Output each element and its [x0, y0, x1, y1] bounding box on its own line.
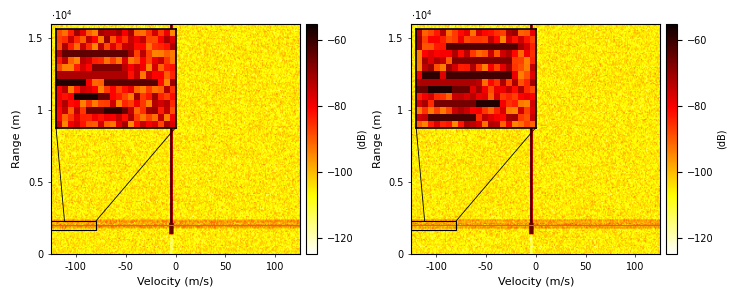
X-axis label: Velocity (m/s): Velocity (m/s) — [138, 277, 214, 287]
Bar — [51, 221, 96, 230]
Text: $\cdot10^4$: $\cdot10^4$ — [411, 8, 433, 22]
Y-axis label: Range (m): Range (m) — [12, 110, 23, 168]
Y-axis label: (dB): (dB) — [356, 129, 366, 149]
Y-axis label: (dB): (dB) — [717, 129, 726, 149]
Bar — [411, 221, 456, 230]
Y-axis label: Range (m): Range (m) — [373, 110, 383, 168]
X-axis label: Velocity (m/s): Velocity (m/s) — [498, 277, 574, 287]
Text: $\cdot10^4$: $\cdot10^4$ — [51, 8, 73, 22]
